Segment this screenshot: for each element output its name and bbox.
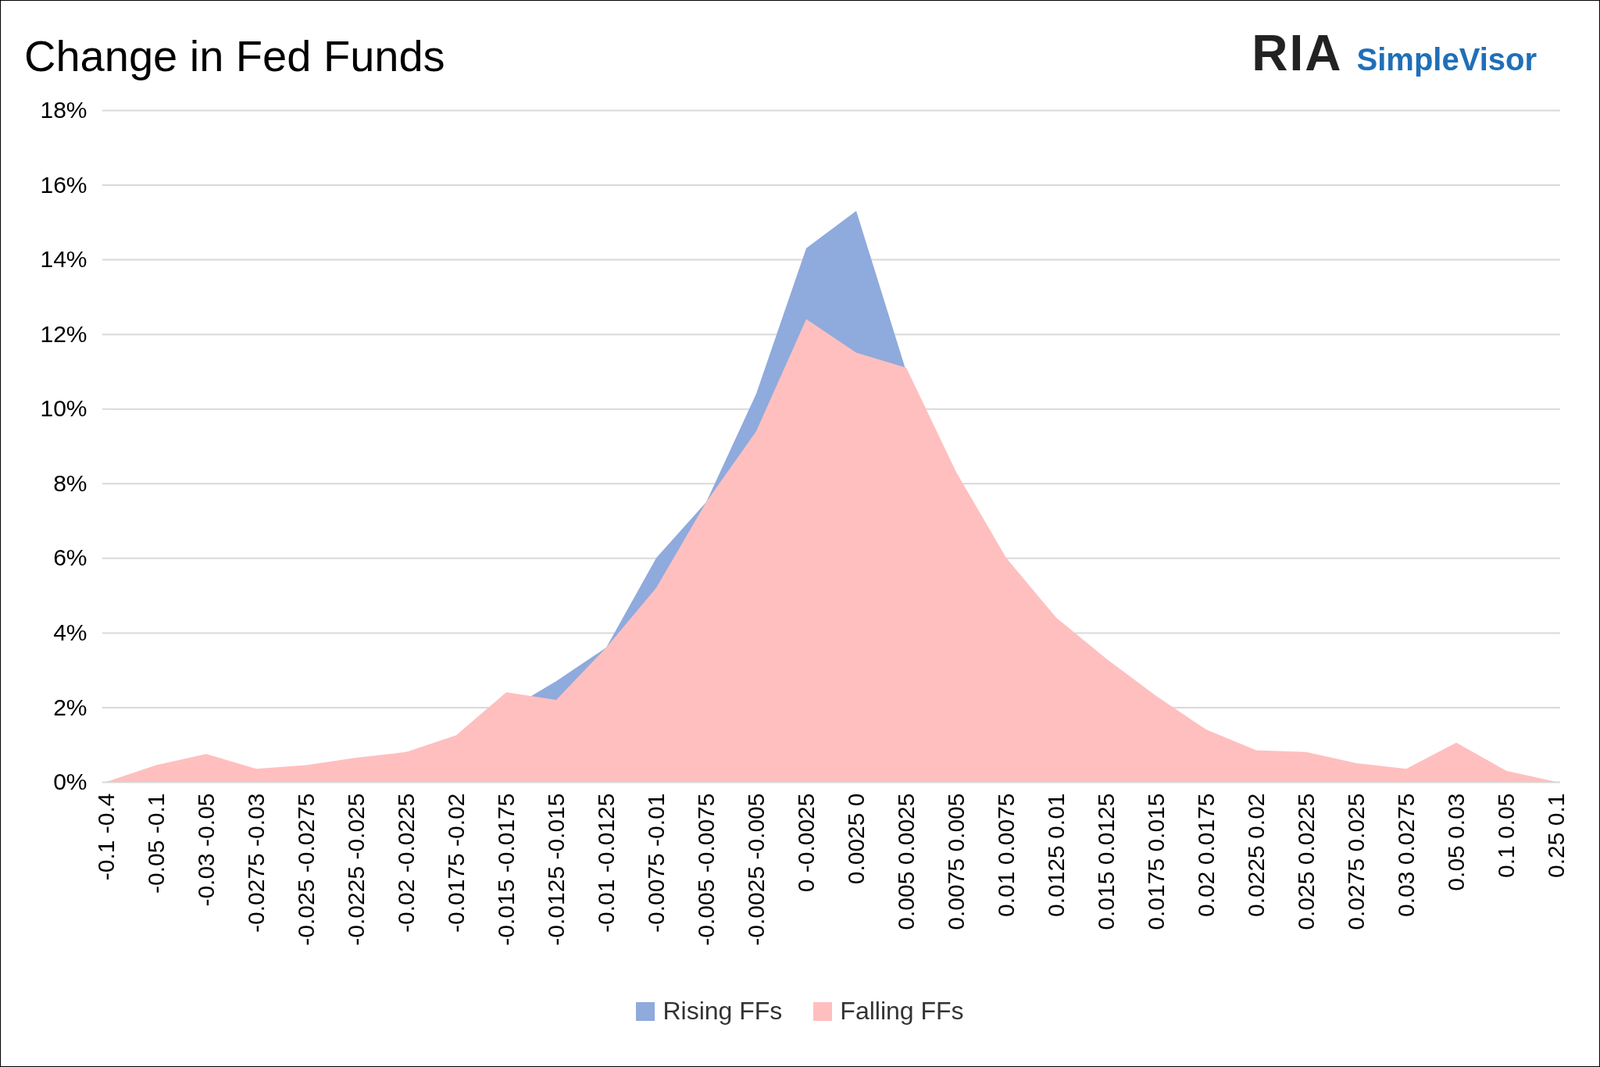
svg-text:0.0225 0.02: 0.0225 0.02 (1242, 793, 1269, 918)
svg-text:18%: 18% (39, 96, 87, 123)
html-text:Rising FFs: Rising FFs (662, 996, 783, 1025)
svg-text:0 -0.0025: 0 -0.0025 (792, 793, 819, 893)
svg-text:8%: 8% (53, 470, 87, 497)
html-text:Change in Fed Funds: Change in Fed Funds (24, 31, 445, 81)
svg-text:10%: 10% (39, 395, 87, 422)
svg-text:-0.05 -0.1: -0.05 -0.1 (142, 793, 169, 894)
svg-text:0.1 0.05: 0.1 0.05 (1492, 793, 1519, 879)
svg-text:0.0025 0: 0.0025 0 (842, 793, 869, 886)
svg-text:14%: 14% (39, 246, 87, 272)
svg-text:4%: 4% (53, 619, 87, 646)
svg-text:0.0125 0.01: 0.0125 0.01 (1042, 793, 1069, 918)
svg-text:0.025 0.0225: 0.025 0.0225 (1292, 793, 1319, 931)
svg-text:0.01 0.0075: 0.01 0.0075 (992, 793, 1019, 918)
svg-text:-0.0125 -0.015: -0.0125 -0.015 (542, 793, 569, 947)
svg-text:-0.0275 -0.03: -0.0275 -0.03 (242, 793, 269, 933)
svg-text:0.03 0.0275: 0.03 0.0275 (1392, 793, 1419, 918)
svg-text:2%: 2% (53, 694, 87, 721)
svg-text:6%: 6% (53, 544, 87, 571)
svg-text:0.0275 0.025: 0.0275 0.025 (1342, 793, 1369, 931)
svg-text:0.05 0.03: 0.05 0.03 (1442, 793, 1469, 892)
svg-text:0%: 0% (53, 768, 87, 795)
svg-text:12%: 12% (39, 321, 87, 347)
svg-text:0.25 0.1: 0.25 0.1 (1542, 793, 1569, 879)
svg-text:0.02 0.0175: 0.02 0.0175 (1192, 793, 1219, 918)
svg-text:0.0175 0.015: 0.0175 0.015 (1142, 793, 1169, 931)
svg-text:-0.0225 -0.025: -0.0225 -0.025 (342, 793, 369, 947)
svg-text:-0.0075 -0.01: -0.0075 -0.01 (642, 793, 669, 933)
svg-text:0.015 0.0125: 0.015 0.0125 (1092, 793, 1119, 931)
svg-text:-0.01 -0.0125: -0.01 -0.0125 (592, 793, 619, 933)
svg-text:-0.03 -0.05: -0.03 -0.05 (192, 793, 219, 908)
svg-text:-0.0175 -0.02: -0.0175 -0.02 (442, 793, 469, 933)
svg-text:-0.005 -0.0075: -0.005 -0.0075 (692, 793, 719, 947)
svg-text:16%: 16% (39, 171, 87, 198)
html-text:Falling FFs: Falling FFs (840, 996, 964, 1025)
svg-text:-0.025 -0.0275: -0.025 -0.0275 (292, 793, 319, 947)
svg-text:0.0075 0.005: 0.0075 0.005 (942, 793, 969, 931)
svg-text:-0.02 -0.0225: -0.02 -0.0225 (392, 793, 419, 933)
svg-text:-0.1 -0.4: -0.1 -0.4 (92, 793, 119, 882)
svg-text:-0.015 -0.0175: -0.015 -0.0175 (492, 793, 519, 947)
html-text:RIA SimpleVisor: RIA SimpleVisor (1251, 25, 1537, 82)
svg-text:-0.0025 -0.005: -0.0025 -0.005 (742, 793, 769, 947)
svg-text:0.005 0.0025: 0.005 0.0025 (892, 793, 919, 931)
